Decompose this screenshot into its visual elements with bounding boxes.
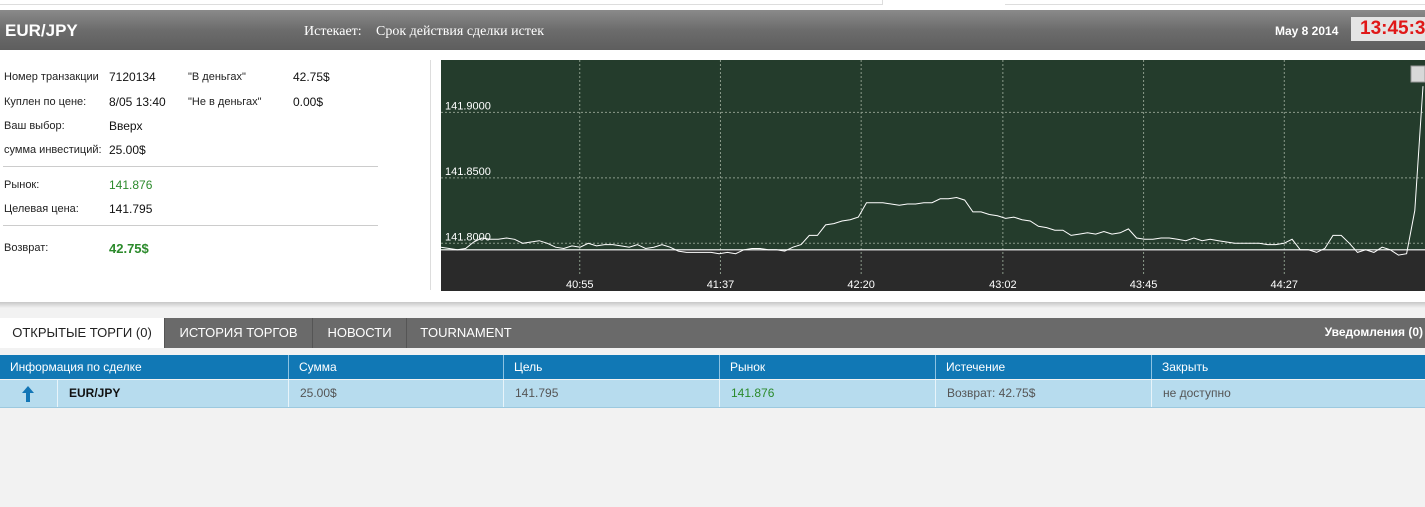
top-strip-segment: [1005, 0, 1425, 5]
table-row[interactable]: EUR/JPY 25.00$ 141.795 141.876 Возврат: …: [0, 380, 1425, 408]
chart-image-icon: [1410, 65, 1425, 83]
chart-x-tick-label: 44:27: [1271, 279, 1299, 291]
tab-tournament[interactable]: TOURNAMENT: [420, 325, 512, 340]
transaction-label: Номер транзакции: [4, 71, 99, 83]
market-label: Рынок:: [4, 179, 40, 191]
amount-cell: 25.00$: [288, 380, 503, 407]
out-money-value: 0.00$: [293, 95, 324, 109]
direction-cell: [0, 380, 57, 407]
chart-lower-area: [441, 249, 1425, 291]
bought-value: 8/05 13:40: [109, 95, 166, 109]
chart-y-tick-label: 141.8000: [445, 231, 491, 243]
close-cell: не доступно: [1151, 380, 1425, 407]
column-header-market: Рынок: [719, 355, 935, 379]
expiry-cell: Возврат: 42.75$: [935, 380, 1151, 407]
top-strip-segment: [0, 0, 883, 5]
chart-x-tick-label: 41:37: [707, 279, 735, 291]
trade-details-panel: Номер транзакции 7120134 "В деньгах" 42.…: [0, 50, 1425, 302]
bought-label: Куплен по цене:: [4, 96, 87, 108]
expiry-status: Срок действия сделки истек: [376, 24, 545, 39]
tab-open-trades[interactable]: ОТКРЫТЫЕ ТОРГИ (0): [0, 318, 165, 348]
panel-shadow: [0, 302, 1425, 308]
trade-header: EUR/JPY Истекает: Срок действия сделки и…: [0, 10, 1425, 50]
column-header-close: Закрыть: [1151, 355, 1425, 379]
column-header-info: Информация по сделке: [10, 360, 142, 374]
chart-x-tick-label: 40:55: [566, 279, 594, 291]
column-header-target: Цель: [503, 355, 719, 379]
market-value: 141.876: [109, 178, 153, 192]
chart-x-tick-label: 42:20: [847, 279, 875, 291]
choice-label: Ваш выбор:: [4, 120, 65, 132]
divider: [3, 166, 378, 167]
in-money-label: "В деньгах": [188, 71, 246, 83]
server-clock: 13:45:3: [1351, 17, 1425, 41]
investment-label: сумма инвестиций:: [4, 144, 102, 156]
asset-pair-title: EUR/JPY: [5, 21, 78, 40]
transaction-value: 7120134: [109, 70, 156, 84]
chart-y-tick-label: 141.8500: [445, 166, 491, 178]
notifications-link[interactable]: Уведомления (0): [1324, 325, 1423, 339]
header-date: May 8 2014: [1275, 24, 1339, 38]
chart-upper-area: [441, 60, 1425, 250]
return-value: 42.75$: [109, 241, 149, 256]
panel-divider: [430, 60, 431, 290]
chart-x-tick-label: 43:02: [989, 279, 1017, 291]
investment-value: 25.00$: [109, 143, 146, 157]
trade-info: Номер транзакции 7120134 "В деньгах" 42.…: [0, 50, 430, 302]
out-money-label: "Не в деньгах": [188, 96, 262, 108]
price-chart: 40:55 41:37 42:20 43:02 43:45 44:27 141.9000 14…: [441, 60, 1425, 291]
tab-trade-history[interactable]: ИСТОРИЯ ТОРГОВ: [165, 318, 313, 348]
column-header-amount: Сумма: [288, 355, 503, 379]
chart-y-tick-label: 141.9000: [445, 100, 491, 112]
market-cell: 141.876: [719, 380, 935, 407]
expiry-label: Истекает:: [304, 24, 362, 39]
return-label: Возврат:: [4, 242, 49, 254]
chart-price-line: [441, 86, 1424, 256]
arrow-up-icon: [22, 386, 34, 402]
trades-tab-bar: ОТКРЫТЫЕ ТОРГИ (0) ИСТОРИЯ ТОРГОВ НОВОСТ…: [0, 318, 1425, 348]
trades-table-header: Информация по сделке Сумма Цель Рынок Ис…: [0, 355, 1425, 379]
asset-cell: EUR/JPY: [57, 380, 288, 407]
divider: [3, 225, 378, 226]
tab-news[interactable]: НОВОСТИ: [313, 318, 407, 348]
in-money-value: 42.75$: [293, 70, 330, 84]
target-cell: 141.795: [503, 380, 719, 407]
choice-value: Вверх: [109, 119, 143, 133]
top-strip: [0, 0, 1425, 10]
column-header-expiry: Истечение: [935, 355, 1151, 379]
target-label: Целевая цена:: [4, 203, 79, 215]
chart-x-tick-label: 43:45: [1130, 279, 1158, 291]
target-value: 141.795: [109, 202, 153, 216]
